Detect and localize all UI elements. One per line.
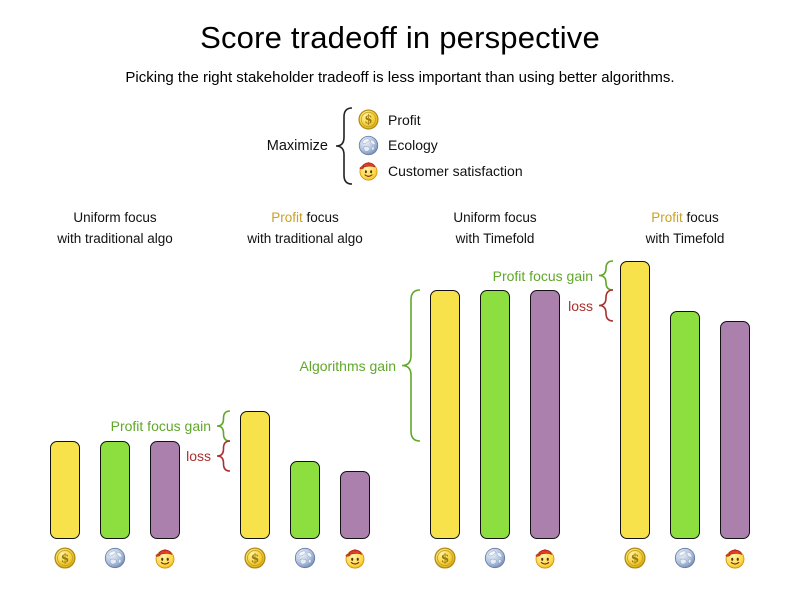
legend-item-label: Customer satisfaction: [388, 162, 523, 179]
bar-profit: [240, 411, 270, 539]
bar-profit: [430, 290, 460, 539]
page-title: Score tradeoff in perspective: [200, 20, 600, 55]
bar-ecology: [290, 461, 320, 539]
group-label: Uniform focus with Timefold: [453, 210, 537, 246]
annotation-loss: loss: [568, 297, 593, 314]
bar-ecology: [670, 311, 700, 539]
bar-customer-satisfaction: [720, 321, 750, 539]
smiley-icon: [724, 547, 746, 569]
brace: [335, 107, 353, 185]
bar-customer-satisfaction: [530, 290, 560, 539]
bar-ecology: [100, 441, 130, 539]
coin-icon: [434, 547, 456, 569]
group-label: Profit focus with Timefold: [645, 210, 725, 246]
smiley-icon: [344, 547, 366, 569]
smiley-icon: [358, 160, 379, 181]
globe-icon: [484, 547, 506, 569]
globe-icon: [674, 547, 696, 569]
smiley-icon: [534, 547, 556, 569]
legend-item-profit: Profit: [358, 107, 523, 133]
legend-maximize-label: Maximize: [266, 138, 328, 154]
legend-item-ecology: Ecology: [358, 133, 523, 159]
group-label: Uniform focus with traditional algo: [57, 210, 173, 246]
bar-profit: [620, 261, 650, 539]
brace: [598, 289, 614, 322]
annotation-algorithms-gain: Algorithms gain: [299, 357, 397, 374]
bar-customer-satisfaction: [340, 471, 370, 539]
page-subtitle: Picking the right stakeholder tradeoff i…: [125, 69, 675, 86]
highlighted-word: Profit: [651, 210, 683, 225]
highlighted-word: Profit: [271, 210, 303, 225]
bar-profit: [50, 441, 80, 539]
coin-icon: [54, 547, 76, 569]
legend-item-label: Ecology: [388, 137, 438, 154]
group-label: Profit focus with traditional algo: [247, 210, 363, 246]
annotation-profit-focus-gain: Profit focus gain: [110, 418, 211, 434]
coin-icon: [358, 109, 379, 130]
smiley-icon: [154, 547, 176, 569]
globe-icon: [358, 135, 379, 156]
legend-item-label: Profit: [388, 111, 421, 128]
globe-icon: [294, 547, 316, 569]
annotation-loss: loss: [186, 448, 211, 464]
annotation-profit-focus-gain: Profit focus gain: [492, 267, 593, 284]
globe-icon: [104, 547, 126, 569]
coin-icon: [624, 547, 646, 569]
legend-item-customer-satisfaction: Customer satisfaction: [358, 158, 523, 184]
coin-icon: [244, 547, 266, 569]
brace: [598, 260, 614, 291]
legend: Profit Ecology Customer satisfaction: [358, 107, 523, 184]
bar-ecology: [480, 290, 510, 539]
brace: [216, 440, 231, 472]
brace: [216, 410, 231, 442]
brace: [401, 289, 421, 442]
bar-customer-satisfaction: [150, 441, 180, 539]
